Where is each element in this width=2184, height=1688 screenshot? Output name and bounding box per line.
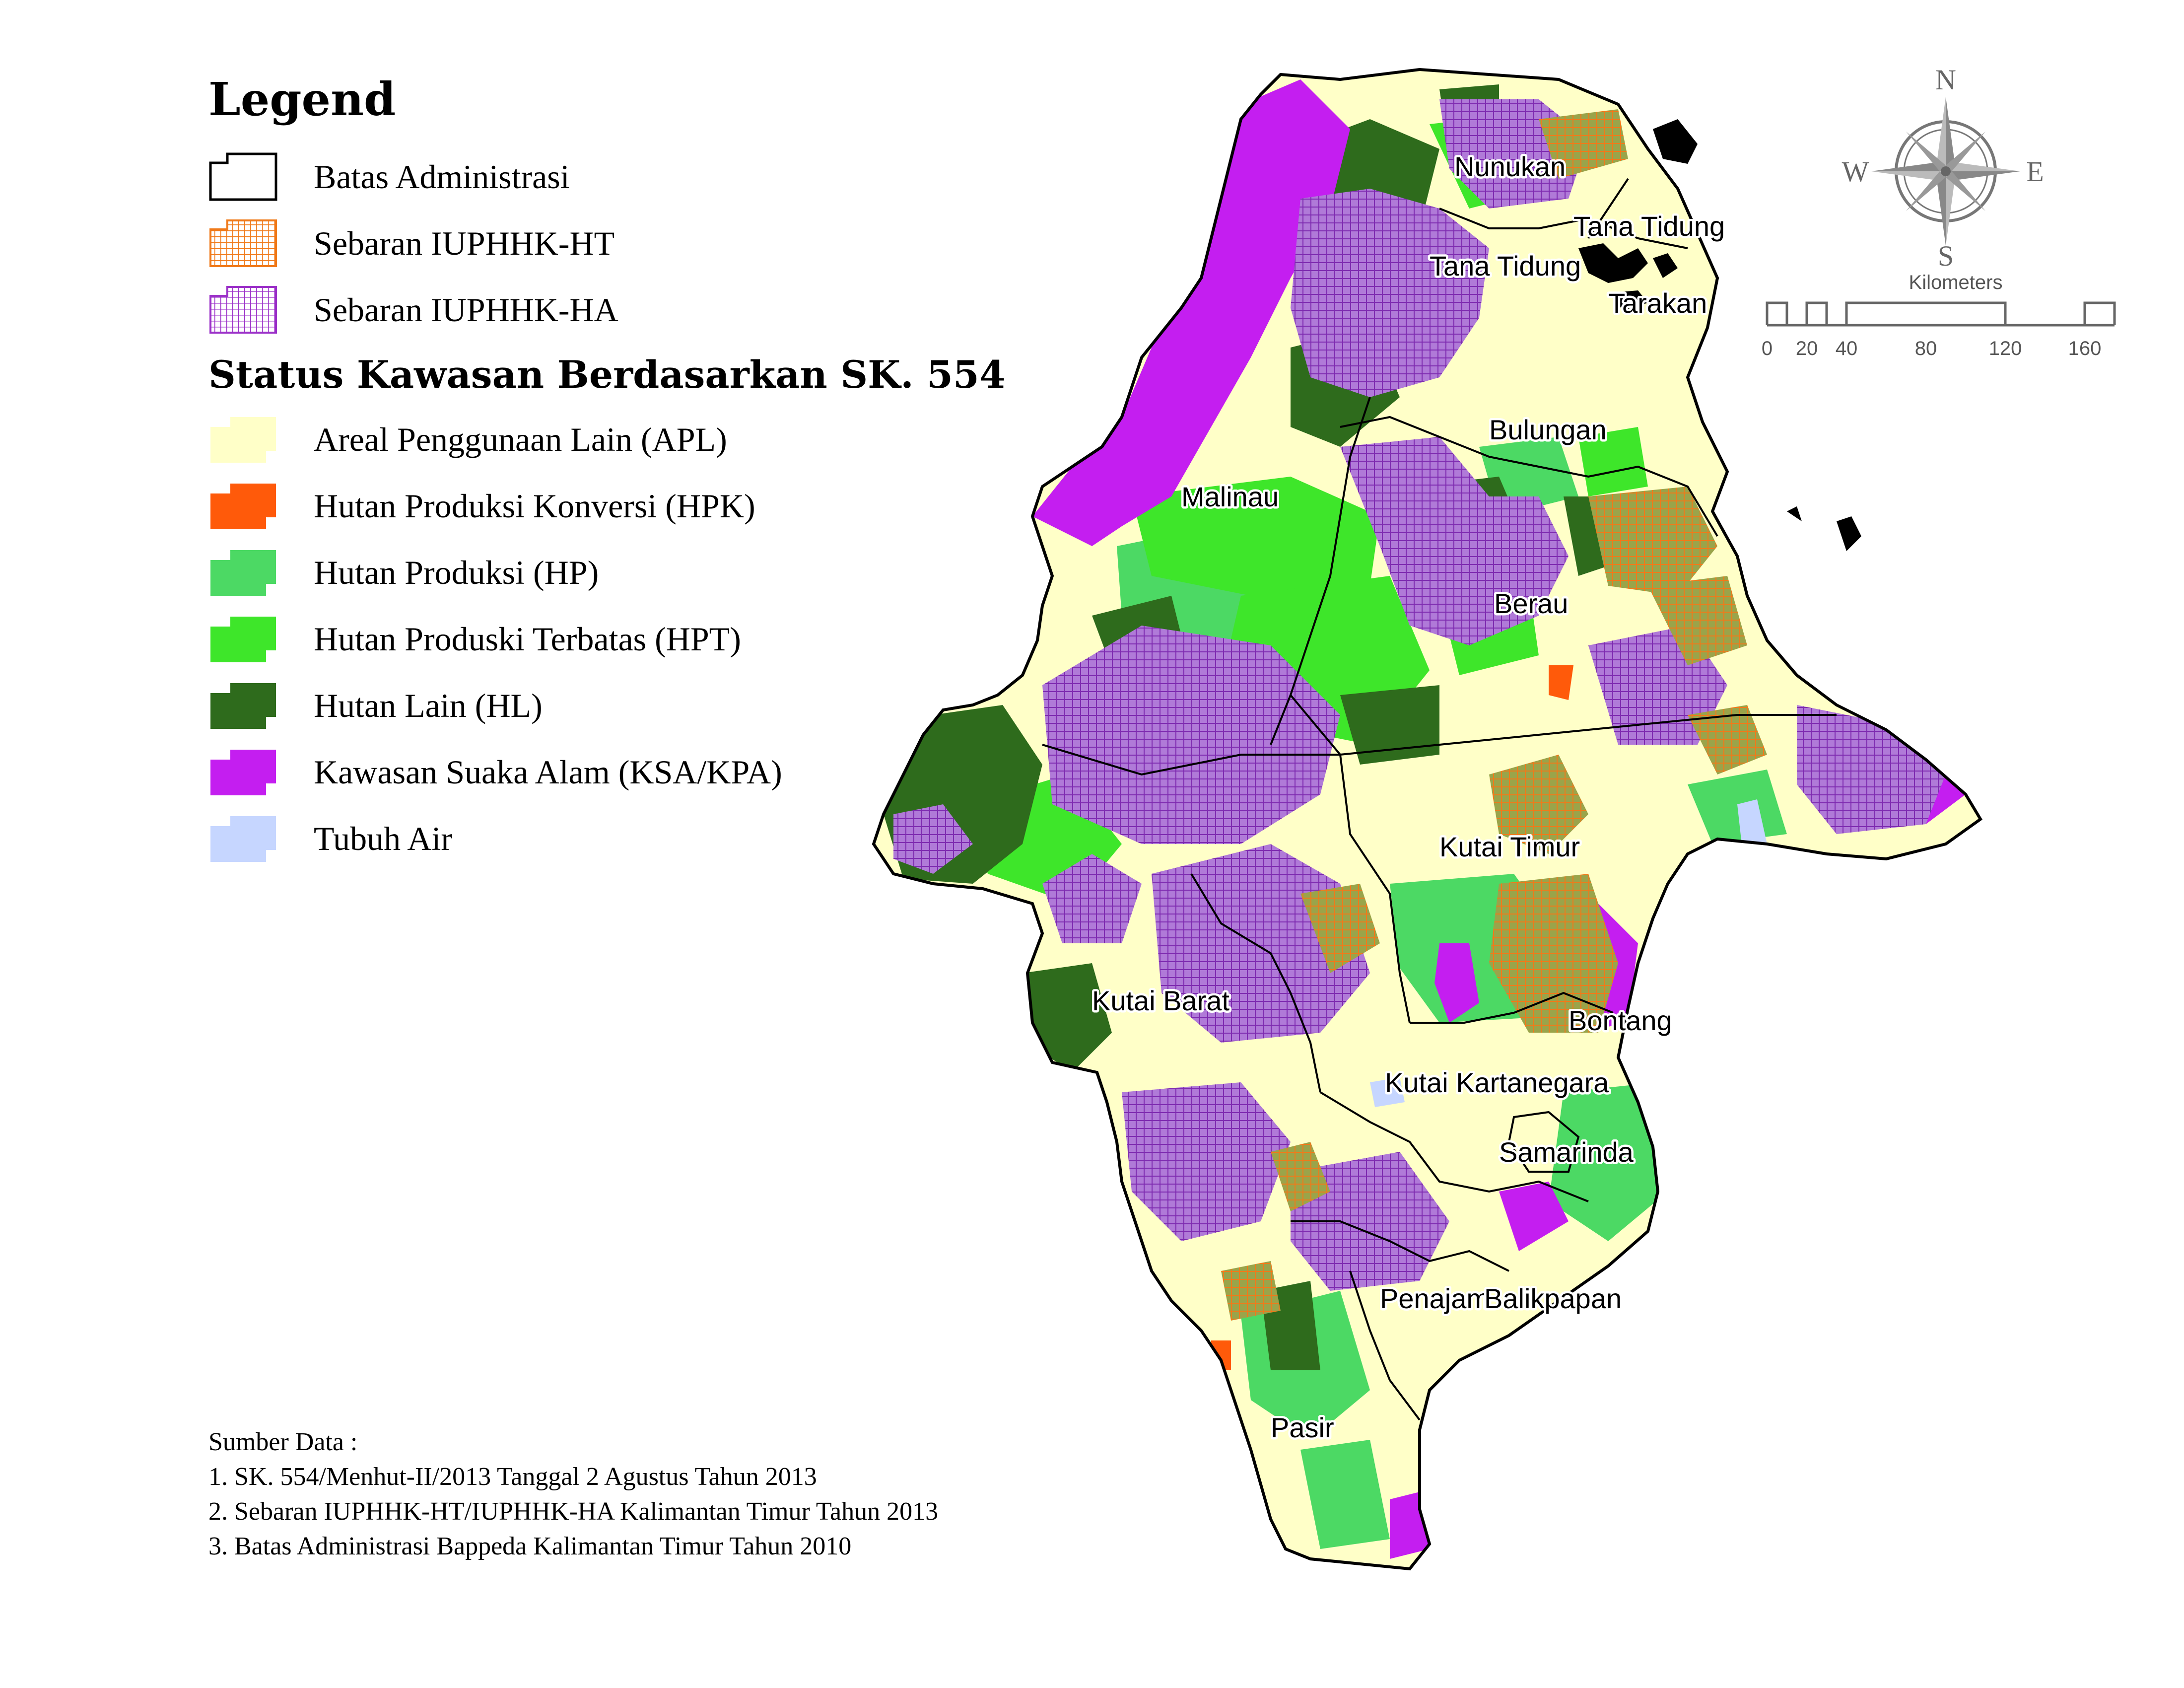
label-tarakan: Tarakan — [1608, 287, 1707, 319]
tarakan-islands — [1578, 119, 1861, 551]
water-bodies — [1370, 799, 1767, 1107]
hp-swatch-icon — [210, 550, 276, 596]
district-boundaries — [1042, 178, 1837, 1421]
compass-e: E — [2026, 155, 2044, 188]
label-kutai-timur: Kutai Timur — [1439, 831, 1580, 862]
label-pasir: Pasir — [1271, 1412, 1334, 1443]
source-heading: Sumber Data : — [208, 1428, 358, 1456]
label-malinau: Malinau — [1181, 481, 1279, 512]
legend-item-batas-administrasi: Batas Administrasi — [208, 143, 928, 210]
legend-item-apl: Areal Penggunaan Lain (APL) — [208, 407, 928, 473]
ksa-swatch-icon — [210, 749, 276, 795]
label-berau: Berau — [1494, 588, 1568, 619]
legend-item-ksa: Kawasan Suaka Alam (KSA/KPA) — [208, 739, 928, 806]
scale-tick: 0 — [1762, 338, 1773, 359]
label-kutai-barat: Kutai Barat — [1092, 985, 1229, 1016]
legend-label: Hutan Produski Terbatas (HPT) — [314, 620, 741, 658]
label-bulungan: Bulungan — [1489, 414, 1607, 445]
legend-item-hpt: Hutan Produski Terbatas (HPT) — [208, 606, 928, 673]
label-balikpapan: Balikpapan — [1484, 1283, 1622, 1314]
region-labels: Nunukan Tana Tidung Tana Tidung Tarakan … — [1090, 149, 1727, 1446]
compass-s: S — [1938, 240, 1954, 268]
scale-tick: 120 — [1989, 338, 2022, 359]
legend-label: Kawasan Suaka Alam (KSA/KPA) — [314, 753, 782, 791]
province-outline — [872, 68, 1982, 1571]
scale-bar: Kilometers 0 20 40 80 120 160 — [1762, 272, 2116, 359]
source-line: 1. SK. 554/Menhut-II/2013 Tanggal 2 Agus… — [208, 1463, 817, 1491]
hl-swatch-icon — [210, 683, 276, 729]
status-title: Status Kawasan Berdasarkan SK. 554 — [208, 352, 1006, 397]
legend-item-iuphhk-ht: Sebaran IUPHHK-HT — [208, 210, 928, 277]
label-bontang: Bontang — [1569, 1005, 1672, 1036]
label-kutai-kartanegara: Kutai Kartanegara — [1385, 1067, 1609, 1098]
boundary-swatch-icon — [209, 152, 277, 201]
scale-unit: Kilometers — [1909, 272, 2003, 293]
legend-item-hpk: Hutan Produksi Konversi (HPK) — [208, 473, 928, 540]
label-penajam: Penajam — [1380, 1283, 1490, 1314]
source-line: 2. Sebaran IUPHHK-HT/IUPHHK-HA Kalimanta… — [208, 1497, 939, 1526]
scale-tick: 20 — [1796, 338, 1818, 359]
compass-w: W — [1842, 155, 1869, 188]
apl-swatch-icon — [210, 417, 276, 463]
compass-rose-icon: N S E W — [1842, 70, 2044, 268]
label-nunukan: Nunukan — [1454, 151, 1566, 182]
land-status-layers — [884, 79, 1966, 1559]
legend-label: Hutan Lain (HL) — [314, 687, 543, 725]
iuphhk-ha-areas — [893, 99, 1946, 1291]
hpk-swatch-icon — [210, 483, 276, 529]
legend-label: Tubuh Air — [314, 820, 453, 858]
legend-label: Areal Penggunaan Lain (APL) — [314, 421, 727, 459]
legend-title: Legend — [208, 72, 396, 126]
legend-item-tubuh-air: Tubuh Air — [208, 806, 928, 872]
ha-hatch-swatch-icon — [209, 286, 277, 334]
compass-n: N — [1935, 70, 1956, 96]
label-tana-tidung-coastal: Tana Tidung — [1573, 211, 1725, 242]
legend-item-iuphhk-ha: Sebaran IUPHHK-HA — [208, 277, 928, 343]
label-tana-tidung: Tana Tidung — [1430, 250, 1581, 281]
legend-label: Sebaran IUPHHK-HA — [314, 290, 618, 329]
scale-tick: 80 — [1915, 338, 1937, 359]
scale-tick: 160 — [2068, 338, 2102, 359]
legend-label: Hutan Produksi (HP) — [314, 554, 599, 592]
water-swatch-icon — [210, 816, 276, 862]
legend-label: Hutan Produksi Konversi (HPK) — [314, 487, 755, 525]
legend-item-hl: Hutan Lain (HL) — [208, 673, 928, 739]
label-samarinda: Samarinda — [1499, 1136, 1634, 1168]
legend-item-hp: Hutan Produksi (HP) — [208, 540, 928, 606]
source-line: 3. Batas Administrasi Bappeda Kalimantan… — [208, 1532, 852, 1560]
data-source-note: Sumber Data : 1. SK. 554/Menhut-II/2013 … — [208, 1425, 938, 1564]
scale-tick: 40 — [1836, 338, 1858, 359]
legend-label: Batas Administrasi — [314, 157, 570, 196]
iuphhk-ht-areas — [1221, 109, 1767, 1321]
legend-label: Sebaran IUPHHK-HT — [314, 224, 615, 262]
hpt-swatch-icon — [210, 616, 276, 662]
legend-panel: Legend Batas Administrasi Sebaran IUPHHK… — [208, 72, 1006, 872]
ht-hatch-swatch-icon — [209, 219, 277, 268]
